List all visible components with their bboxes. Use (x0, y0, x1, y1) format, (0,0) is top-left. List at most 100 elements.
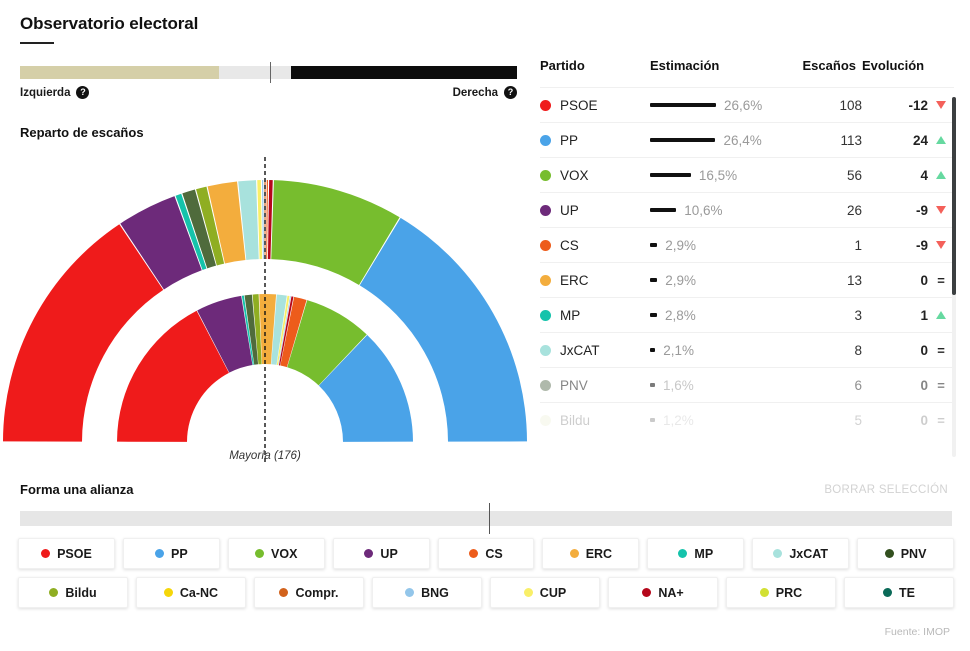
party-chip-cs[interactable]: CS (437, 538, 535, 569)
party-name: UP (560, 202, 579, 218)
party-name: ERC (560, 272, 589, 288)
table-row[interactable]: UP 10,6% 26 -9 (540, 192, 954, 228)
party-color-dot (759, 588, 769, 597)
outer-arc-segment-na[interactable] (267, 180, 273, 260)
cell-estimation: 2,8% (650, 297, 782, 333)
trend-up-icon (936, 311, 946, 319)
outer-arc-segment-cs[interactable] (266, 180, 268, 260)
party-chip-up[interactable]: UP (332, 538, 430, 569)
party-color-dot (163, 588, 173, 597)
inner-arc-segment-bng[interactable] (278, 296, 291, 366)
inner-arc-segment-vox[interactable] (287, 300, 367, 386)
party-chip-pnv[interactable]: PNV (857, 538, 955, 569)
inner-arc-segment-na[interactable] (278, 296, 294, 366)
party-chip-label: BNG (421, 585, 449, 600)
results-table-body: PSOE 26,6% 108 -12 PP 26,4% 113 24 VOX 16,5% 56 4 UP… (540, 87, 954, 438)
inner-arc-segment-bildu[interactable] (252, 294, 262, 365)
col-header-escanos: Escaños (802, 58, 856, 73)
outer-arc-segment-bng[interactable] (262, 180, 264, 260)
ideology-axis: Izquierda ? Derecha ? (20, 62, 517, 104)
page-title: Observatorio electoral (20, 14, 199, 33)
party-chip-label: CUP (539, 585, 567, 600)
party-color-dot (41, 549, 51, 558)
outer-arc-segment-jxcat[interactable] (238, 180, 259, 260)
party-chip-jxcat[interactable]: JxCAT (752, 538, 850, 569)
party-chip-psoe[interactable]: PSOE (18, 538, 115, 569)
party-chip-bng[interactable]: BNG (372, 577, 482, 608)
table-row[interactable]: MP 2,8% 3 1 (540, 297, 954, 333)
help-icon-izquierda[interactable]: ? (76, 86, 90, 99)
table-scrollbar-thumb[interactable] (952, 97, 956, 295)
party-chip-canc[interactable]: Ca-NC (136, 577, 246, 608)
party-chip-cup[interactable]: CUP (490, 577, 600, 608)
inner-arc-segment-psoe[interactable] (117, 310, 229, 442)
table-row[interactable]: JxCAT 2,1% 8 0 = (540, 332, 954, 368)
outer-arc-segment-up[interactable] (120, 196, 202, 290)
outer-arc-segment-erc[interactable] (207, 181, 246, 264)
majority-line-label: Mayoría (176) (229, 450, 301, 462)
party-chip-te[interactable]: TE (844, 577, 954, 608)
inner-arc-segment-pnv[interactable] (244, 294, 259, 365)
table-row[interactable]: VOX 16,5% 56 4 (540, 157, 954, 193)
table-row[interactable]: PP 26,4% 113 24 (540, 122, 954, 158)
trend-down-icon (936, 101, 946, 109)
table-scrollbar-track[interactable] (952, 97, 956, 457)
party-name: MP (560, 307, 581, 323)
trend-flat-icon: = (937, 412, 945, 428)
party-chip-compr[interactable]: Compr. (254, 577, 364, 608)
inner-arc-segment-cup[interactable] (276, 295, 290, 366)
party-chip-bildu[interactable]: Bildu (18, 577, 128, 608)
party-name: PSOE (560, 97, 598, 113)
help-icon-derecha[interactable]: ? (504, 86, 517, 99)
cell-evolution: 4 (862, 157, 954, 193)
table-row[interactable]: Bildu 1,2% 5 0 = (540, 402, 954, 438)
cell-estimation: 2,9% (650, 227, 782, 263)
party-color-dot (540, 239, 551, 251)
party-color-dot (540, 274, 551, 286)
party-chip-erc[interactable]: ERC (542, 538, 640, 569)
inner-arc-segment-pp[interactable] (318, 334, 413, 442)
outer-arc-segment-pnv[interactable] (182, 189, 217, 269)
party-chip-vox[interactable]: VOX (227, 538, 325, 569)
inner-arc-segment-mp[interactable] (241, 295, 254, 365)
inner-arc-segment-erc[interactable] (259, 294, 277, 365)
cell-seats: 8 (782, 332, 862, 368)
party-color-dot (540, 309, 551, 321)
results-table: Partido Estimación Escaños Evolución PSO… (540, 58, 954, 438)
party-color-dot (523, 588, 533, 597)
outer-arc-segment-psoe[interactable] (3, 224, 164, 442)
evolution-value: -12 (908, 97, 928, 113)
inner-arc-segment-cs[interactable] (280, 296, 307, 368)
table-row[interactable]: PSOE 26,6% 108 -12 (540, 87, 954, 123)
ideology-right-label: Derecha (452, 86, 498, 99)
outer-arc-segment-mp[interactable] (175, 193, 207, 270)
party-color-dot (540, 379, 551, 391)
outer-arc-segment-pp[interactable] (359, 217, 527, 442)
clear-selection-button[interactable]: BORRAR SELECCIÓN (824, 484, 948, 496)
outer-arc-segment-compr[interactable] (264, 179, 266, 260)
inner-arc-segment-jxcat[interactable] (271, 294, 287, 365)
party-name: Bildu (560, 412, 591, 428)
party-chip-mp[interactable]: MP (647, 538, 745, 569)
cell-evolution: 0 = (862, 332, 954, 368)
table-row[interactable]: CS 2,9% 1 -9 (540, 227, 954, 263)
evolution-value: 0 (920, 342, 928, 358)
party-color-dot (154, 549, 164, 558)
cell-party: ERC (540, 262, 650, 298)
party-color-dot (773, 549, 783, 558)
party-chip-na[interactable]: NA+ (608, 577, 718, 608)
party-chip-prc[interactable]: PRC (726, 577, 836, 608)
party-name: PP (560, 132, 579, 148)
party-chip-label: Bildu (65, 585, 97, 600)
outer-arc-segment-vox[interactable] (271, 180, 400, 285)
section-heading-alianza: Forma una alianza (20, 482, 134, 497)
inner-arc-segment-up[interactable] (197, 295, 253, 373)
table-row[interactable]: PNV 1,6% 6 0 = (540, 367, 954, 403)
table-row[interactable]: ERC 2,9% 13 0 = (540, 262, 954, 298)
party-chip-pp[interactable]: PP (122, 538, 220, 569)
outer-arc-segment-cup[interactable] (257, 180, 263, 260)
evolution-value: 0 (920, 272, 928, 288)
party-chip-label: UP (380, 546, 398, 561)
outer-arc-segment-bildu[interactable] (196, 186, 225, 266)
cell-estimation: 16,5% (650, 157, 782, 193)
